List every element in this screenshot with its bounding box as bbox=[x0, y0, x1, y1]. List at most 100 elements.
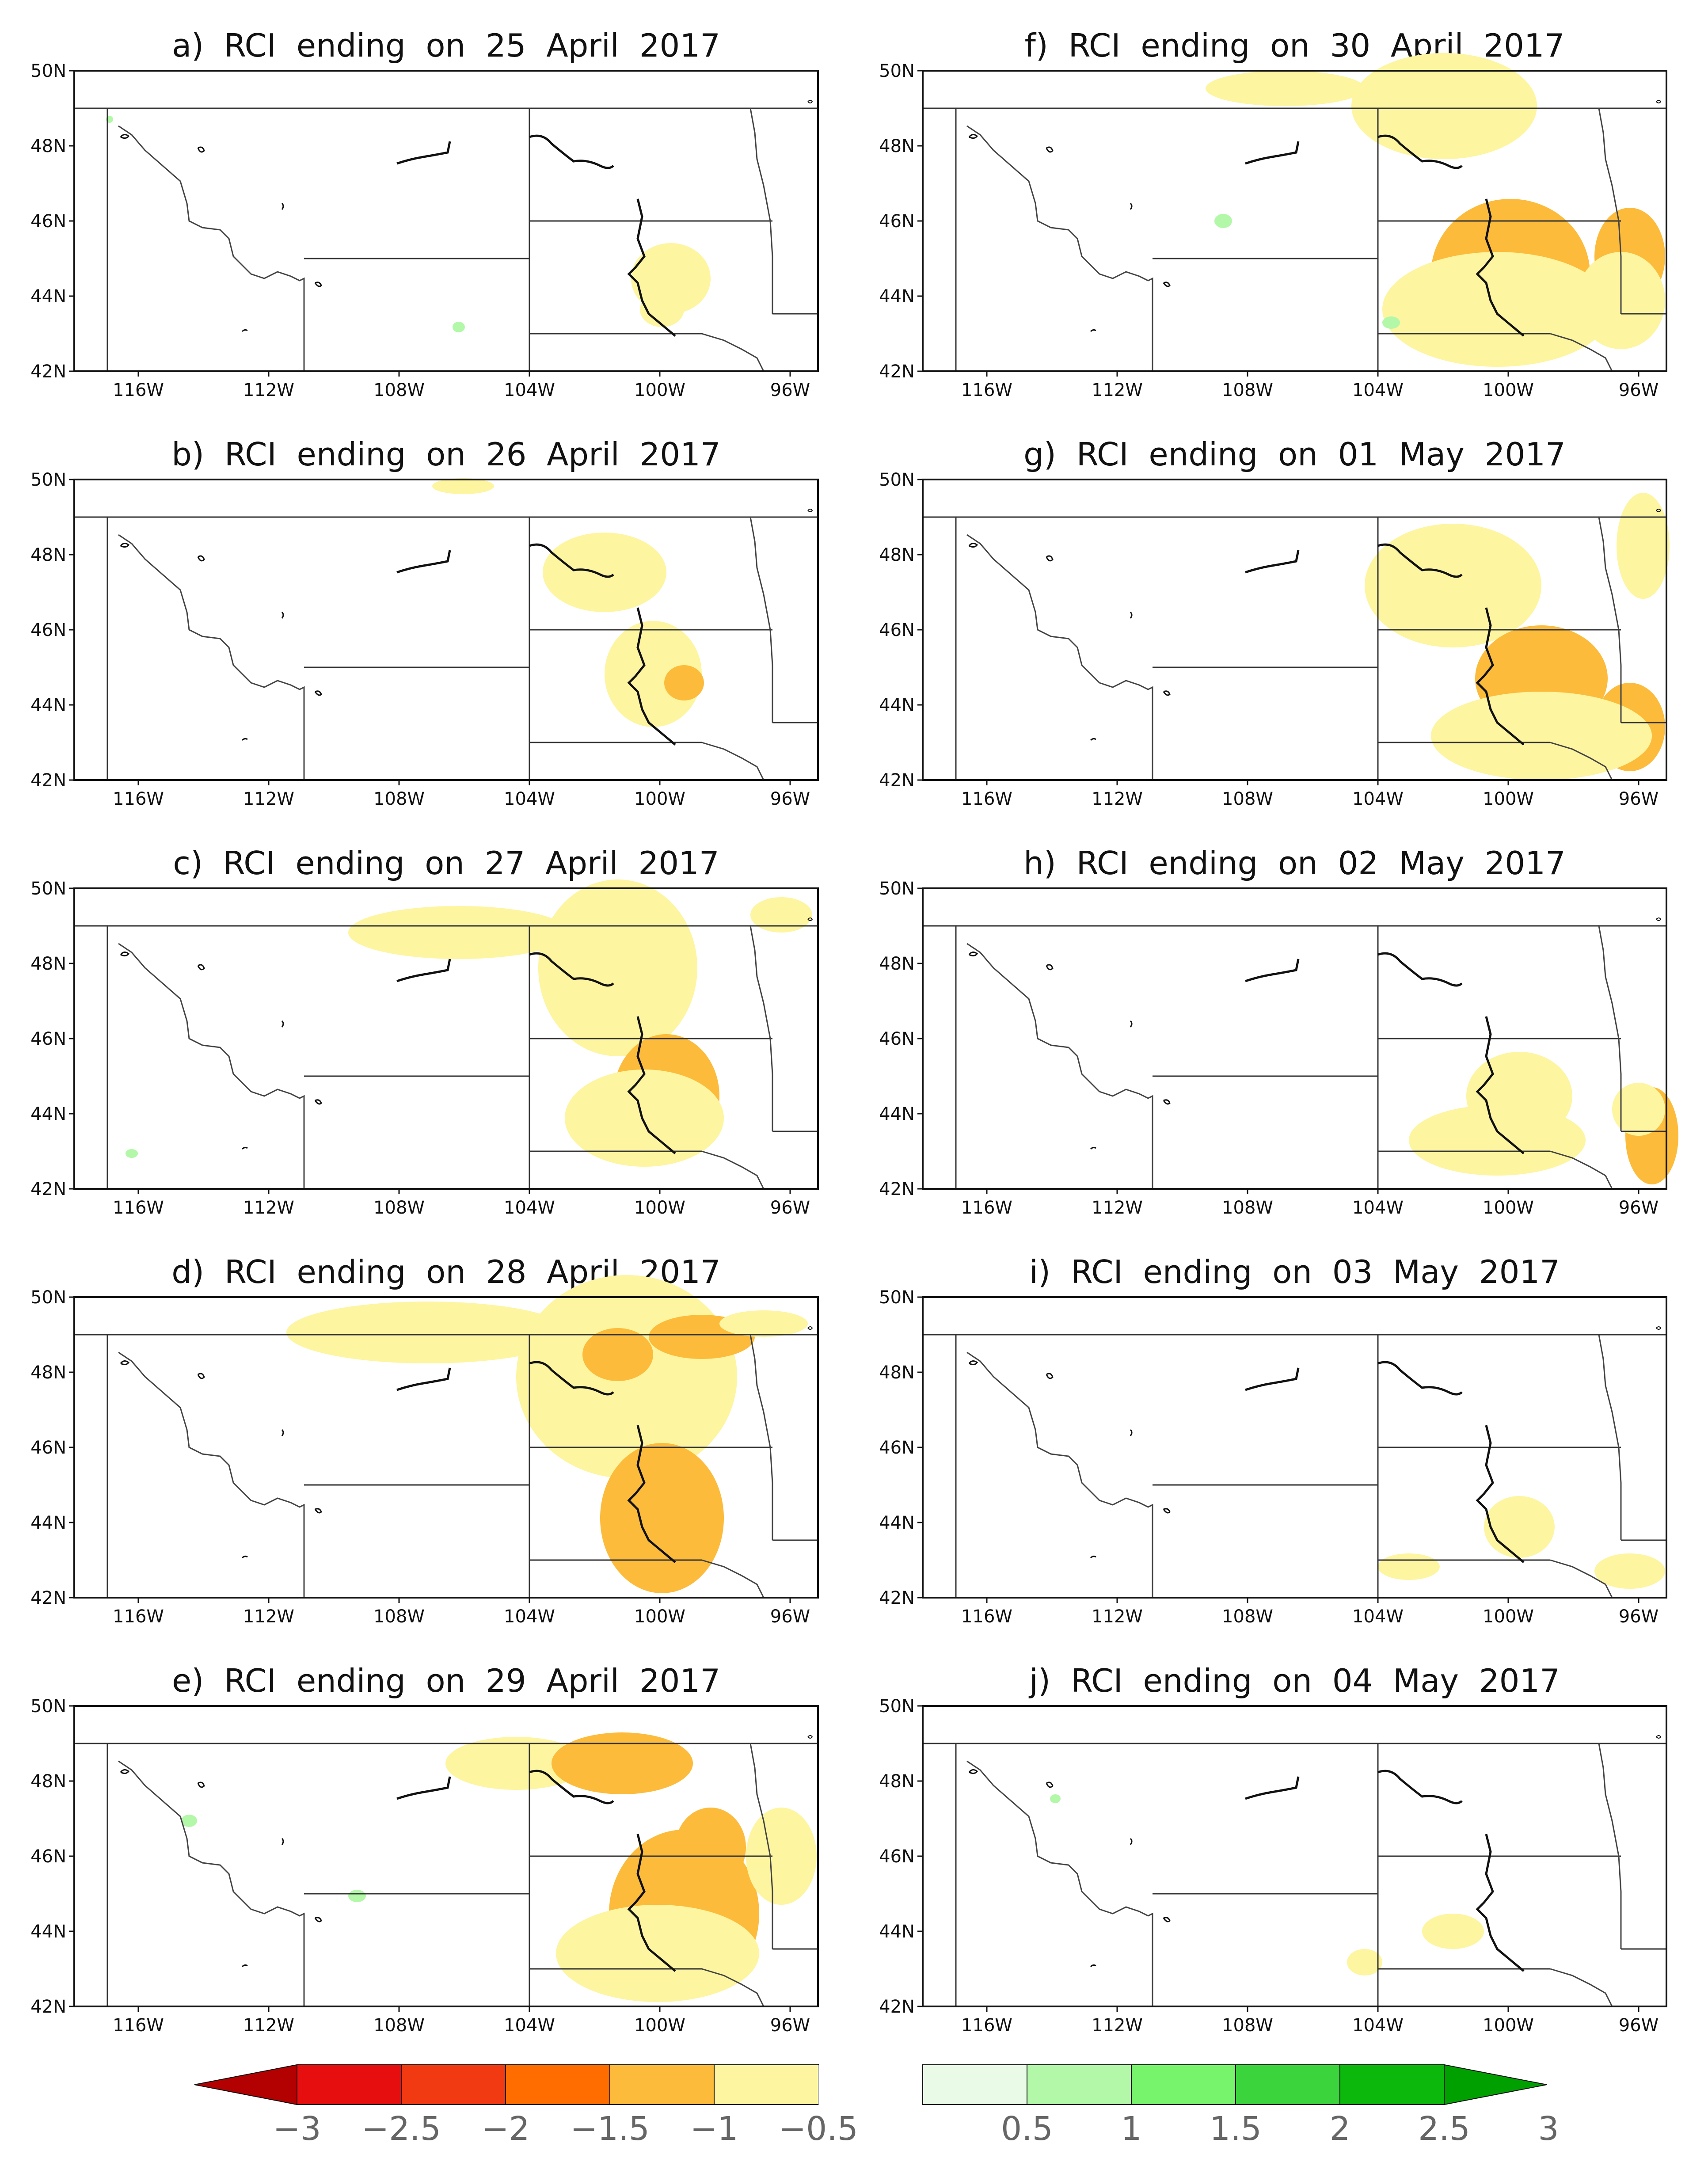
lat-tick-label: 44N bbox=[30, 695, 66, 716]
lat-tick-label: 46N bbox=[30, 1438, 66, 1458]
lon-tick-label: 112W bbox=[243, 2015, 294, 2036]
map-panel-f: f) RCI ending on 30 April 201750N48N46N4… bbox=[879, 27, 1666, 400]
lon-tick-label: 116W bbox=[961, 380, 1012, 400]
colorbar-segment-8 bbox=[1027, 2064, 1132, 2105]
lat-tick-label: 42N bbox=[30, 1588, 66, 1608]
lat-tick-label: 48N bbox=[30, 136, 66, 156]
shaded-area bbox=[664, 665, 704, 700]
lat-tick-label: 44N bbox=[30, 286, 66, 307]
lon-tick-label: 96W bbox=[1619, 1606, 1659, 1627]
shaded-area-green bbox=[126, 1149, 138, 1158]
lon-tick-label: 112W bbox=[243, 1198, 294, 1218]
lon-tick-label: 116W bbox=[961, 1606, 1012, 1627]
colorbar-arrow-high bbox=[1444, 2064, 1547, 2105]
shaded-area bbox=[719, 1310, 808, 1337]
lon-tick-label: 100W bbox=[634, 380, 685, 400]
lon-tick-label: 108W bbox=[373, 2015, 425, 2036]
lon-tick-label: 112W bbox=[1092, 380, 1143, 400]
shaded-area bbox=[600, 1443, 724, 1593]
lon-tick-label: 104W bbox=[504, 2015, 555, 2036]
lon-tick-label: 100W bbox=[1483, 1198, 1534, 1218]
lat-tick-label: 46N bbox=[879, 620, 915, 640]
lon-tick-label: 116W bbox=[961, 1198, 1012, 1218]
lat-tick-label: 50N bbox=[879, 61, 915, 81]
lat-tick-label: 48N bbox=[879, 954, 915, 974]
lon-tick-label: 96W bbox=[770, 380, 810, 400]
lat-tick-label: 42N bbox=[879, 1997, 915, 2017]
lon-tick-label: 108W bbox=[1222, 1198, 1273, 1218]
map-panel-d: d) RCI ending on 28 April 201750N48N46N4… bbox=[30, 1253, 818, 1627]
lon-tick-label: 100W bbox=[1483, 2015, 1534, 2036]
lon-tick-label: 108W bbox=[373, 789, 425, 809]
colorbar-label: 3 bbox=[1538, 2110, 1559, 2148]
lat-tick-label: 50N bbox=[879, 879, 915, 899]
colorbar: −3 −2.5 −2 −1.5 −1 −0.5 0.5 1 1.5 2 2.5 3 bbox=[194, 2064, 1559, 2148]
panel-title-h: h) RCI ending on 02 May 2017 bbox=[1023, 845, 1566, 882]
shaded-area-green bbox=[181, 1815, 197, 1827]
lat-tick-label: 50N bbox=[879, 1287, 915, 1308]
panel-title-g: g) RCI ending on 01 May 2017 bbox=[1023, 436, 1566, 473]
lon-tick-label: 104W bbox=[504, 789, 555, 809]
lat-tick-label: 50N bbox=[879, 1696, 915, 1717]
shaded-area bbox=[1617, 493, 1670, 599]
lat-tick-label: 46N bbox=[30, 211, 66, 232]
shaded-area bbox=[640, 292, 684, 327]
shaded-area-green bbox=[453, 322, 465, 332]
shaded-area bbox=[675, 1808, 746, 1887]
lon-tick-label: 96W bbox=[1619, 2015, 1659, 2036]
lon-tick-label: 96W bbox=[770, 2015, 810, 2036]
lat-tick-label: 50N bbox=[879, 470, 915, 490]
lon-tick-label: 112W bbox=[243, 380, 294, 400]
colorbar-label: 2.5 bbox=[1418, 2110, 1470, 2148]
shaded-area bbox=[1484, 1496, 1555, 1558]
lon-tick-label: 116W bbox=[113, 1198, 164, 1218]
lat-tick-label: 46N bbox=[30, 1846, 66, 1867]
colorbar-label: 2 bbox=[1329, 2110, 1350, 2148]
lon-tick-label: 100W bbox=[634, 2015, 685, 2036]
lon-tick-label: 104W bbox=[504, 380, 555, 400]
lon-tick-label: 104W bbox=[1352, 789, 1404, 809]
lon-tick-label: 112W bbox=[243, 789, 294, 809]
lon-tick-label: 112W bbox=[1092, 1606, 1143, 1627]
shaded-area bbox=[565, 1070, 724, 1167]
map-panel-h: h) RCI ending on 02 May 2017 50N 48N 46N 44N… bbox=[879, 845, 1678, 1218]
lon-tick-label: 100W bbox=[1483, 1606, 1534, 1627]
shaded-area-green bbox=[1382, 316, 1400, 329]
lat-tick-label: 42N bbox=[879, 362, 915, 382]
lat-tick-label: 42N bbox=[879, 1588, 915, 1608]
lon-tick-label: 112W bbox=[243, 1606, 294, 1627]
lon-tick-label: 108W bbox=[373, 1606, 425, 1627]
lon-tick-label: 104W bbox=[1352, 1606, 1404, 1627]
panel-title-b: b) RCI ending on 26 April 2017 bbox=[171, 436, 720, 473]
map-panel-c: c) RCI ending on 27 April 2017 50N 48N 46N 4… bbox=[30, 845, 818, 1218]
lat-tick-label: 42N bbox=[879, 1179, 915, 1199]
shaded-area bbox=[1206, 71, 1365, 106]
lat-tick-label: 46N bbox=[879, 1438, 915, 1458]
colorbar-segment-5 bbox=[714, 2064, 819, 2105]
shaded-area-green bbox=[348, 1890, 366, 1902]
lat-tick-label: 44N bbox=[879, 695, 915, 716]
lat-tick-label: 48N bbox=[879, 545, 915, 565]
lat-tick-label: 50N bbox=[30, 470, 66, 490]
lon-tick-label: 96W bbox=[770, 1198, 810, 1218]
lon-tick-label: 112W bbox=[1092, 1198, 1143, 1218]
shaded-area bbox=[582, 1328, 653, 1381]
lat-tick-label: 42N bbox=[30, 1179, 66, 1199]
lon-tick-label: 104W bbox=[1352, 1198, 1404, 1218]
shaded-area bbox=[543, 533, 666, 612]
panel-title-c: c) RCI ending on 27 April 2017 bbox=[173, 845, 719, 882]
lon-tick-label: 100W bbox=[1483, 789, 1534, 809]
colorbar-segment-10 bbox=[1235, 2064, 1340, 2105]
panel-title-j: j) RCI ending on 04 May 2017 bbox=[1028, 1662, 1560, 1699]
panel-title-e: e) RCI ending on 29 April 2017 bbox=[172, 1662, 720, 1699]
colorbar-label: −0.5 bbox=[779, 2110, 858, 2148]
lat-tick-label: 46N bbox=[879, 1029, 915, 1049]
map-panel-i: i) RCI ending on 03 May 2017 50N 48N 46N 44N… bbox=[879, 1253, 1666, 1627]
lon-tick-label: 108W bbox=[373, 380, 425, 400]
lat-tick-label: 48N bbox=[879, 1363, 915, 1383]
shaded-area bbox=[552, 1732, 693, 1794]
lat-tick-label: 50N bbox=[30, 879, 66, 899]
colorbar-segment-7 bbox=[922, 2064, 1027, 2105]
colorbar-label: −1 bbox=[690, 2110, 738, 2148]
colorbar-segment-9 bbox=[1131, 2064, 1236, 2105]
